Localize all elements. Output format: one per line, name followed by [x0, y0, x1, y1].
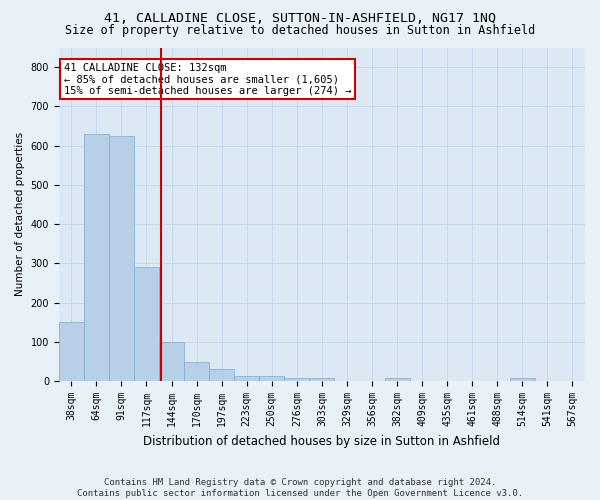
- Bar: [310, 378, 334, 381]
- Bar: [134, 268, 159, 381]
- Bar: [209, 370, 234, 381]
- Bar: [385, 378, 410, 381]
- Bar: [109, 136, 134, 381]
- X-axis label: Distribution of detached houses by size in Sutton in Ashfield: Distribution of detached houses by size …: [143, 434, 500, 448]
- Bar: [184, 362, 209, 381]
- Y-axis label: Number of detached properties: Number of detached properties: [15, 132, 25, 296]
- Text: 41, CALLADINE CLOSE, SUTTON-IN-ASHFIELD, NG17 1NQ: 41, CALLADINE CLOSE, SUTTON-IN-ASHFIELD,…: [104, 12, 496, 26]
- Bar: [59, 322, 84, 381]
- Text: Size of property relative to detached houses in Sutton in Ashfield: Size of property relative to detached ho…: [65, 24, 535, 37]
- Bar: [159, 342, 184, 381]
- Bar: [259, 376, 284, 381]
- Text: 41 CALLADINE CLOSE: 132sqm
← 85% of detached houses are smaller (1,605)
15% of s: 41 CALLADINE CLOSE: 132sqm ← 85% of deta…: [64, 62, 352, 96]
- Bar: [84, 134, 109, 381]
- Bar: [234, 376, 259, 381]
- Bar: [510, 378, 535, 381]
- Bar: [284, 378, 310, 381]
- Text: Contains HM Land Registry data © Crown copyright and database right 2024.
Contai: Contains HM Land Registry data © Crown c…: [77, 478, 523, 498]
